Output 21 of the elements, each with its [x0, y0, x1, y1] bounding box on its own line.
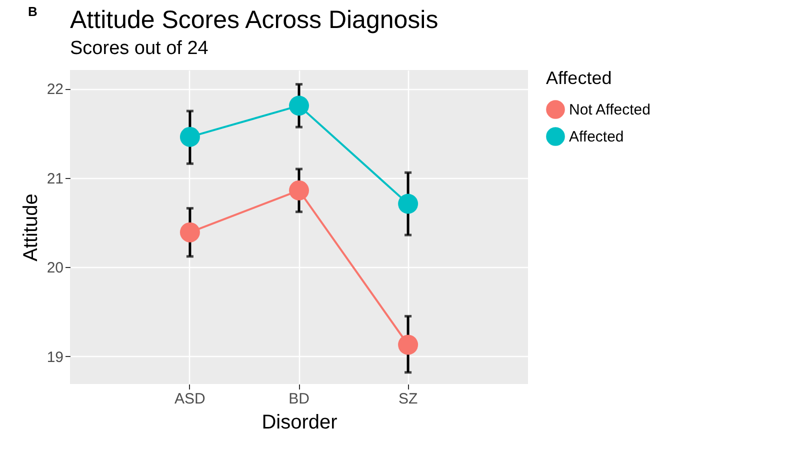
legend-title: Affected	[546, 68, 612, 88]
y-tick-label: 22	[46, 81, 64, 98]
point	[289, 96, 309, 116]
chart-title: Attitude Scores Across Diagnosis	[70, 6, 438, 34]
x-tick-label: ASD	[174, 390, 206, 408]
legend-label: Affected	[569, 128, 624, 146]
point	[180, 222, 200, 242]
text: B	[28, 4, 38, 19]
point	[180, 126, 200, 147]
x-tick-label: BD	[288, 390, 310, 408]
point	[398, 334, 418, 355]
y-tick-label: 19	[46, 348, 64, 366]
y-tick-label: 21	[46, 170, 64, 188]
y-tick-label: 20	[46, 260, 64, 277]
x-tick-label: SZ	[398, 390, 418, 408]
y-axis-title: Attitude	[20, 194, 42, 262]
point	[289, 180, 309, 200]
chart-subtitle: Scores out of 24	[70, 38, 209, 59]
point	[398, 194, 418, 214]
x-axis-title: Disorder	[262, 412, 338, 434]
legend-label: Not Affected	[569, 102, 650, 118]
